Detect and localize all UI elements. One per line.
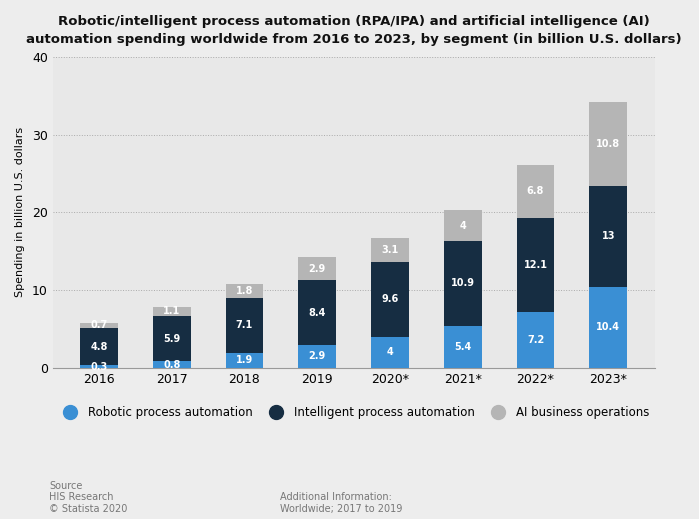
- Title: Robotic/intelligent process automation (RPA/IPA) and artificial intelligence (AI: Robotic/intelligent process automation (…: [26, 15, 682, 46]
- Text: 4: 4: [459, 221, 466, 230]
- Bar: [517, 218, 554, 312]
- Text: 5.4: 5.4: [454, 342, 471, 352]
- Bar: [80, 365, 118, 367]
- Legend: Robotic process automation, Intelligent process automation, AI business operatio: Robotic process automation, Intelligent …: [53, 402, 654, 424]
- Bar: [444, 210, 482, 241]
- Text: 0.3: 0.3: [90, 362, 108, 372]
- Text: 10.9: 10.9: [451, 278, 475, 289]
- Bar: [444, 241, 482, 326]
- Text: 4: 4: [387, 347, 394, 357]
- Text: 1.1: 1.1: [163, 306, 180, 317]
- Bar: [298, 345, 336, 367]
- Text: 0.7: 0.7: [90, 320, 108, 331]
- Text: 9.6: 9.6: [382, 294, 398, 304]
- Bar: [444, 326, 482, 367]
- Bar: [371, 337, 409, 367]
- Bar: [226, 298, 264, 353]
- Bar: [298, 257, 336, 280]
- Bar: [80, 328, 118, 365]
- Bar: [517, 312, 554, 367]
- Text: 6.8: 6.8: [527, 186, 545, 196]
- Bar: [153, 307, 191, 316]
- Bar: [517, 165, 554, 218]
- Text: 7.2: 7.2: [527, 335, 544, 345]
- Text: 8.4: 8.4: [308, 308, 326, 318]
- Bar: [589, 186, 627, 287]
- Text: 1.8: 1.8: [236, 286, 253, 296]
- Text: 0.8: 0.8: [163, 360, 180, 370]
- Bar: [589, 287, 627, 367]
- Text: 13: 13: [602, 231, 615, 241]
- Bar: [153, 316, 191, 361]
- Bar: [371, 238, 409, 262]
- Bar: [80, 323, 118, 328]
- Text: 3.1: 3.1: [382, 245, 398, 255]
- Text: 4.8: 4.8: [90, 342, 108, 352]
- Text: Additional Information:
Worldwide; 2017 to 2019: Additional Information: Worldwide; 2017 …: [280, 492, 402, 514]
- Text: 1.9: 1.9: [236, 356, 253, 365]
- Text: 2.9: 2.9: [309, 264, 326, 274]
- Text: Source
HIS Research
© Statista 2020: Source HIS Research © Statista 2020: [49, 481, 127, 514]
- Bar: [371, 262, 409, 337]
- Bar: [153, 361, 191, 367]
- Text: 10.8: 10.8: [596, 139, 620, 149]
- Text: 5.9: 5.9: [163, 334, 180, 344]
- Y-axis label: Spending in billion U.S. dollars: Spending in billion U.S. dollars: [15, 127, 25, 297]
- Text: 2.9: 2.9: [309, 351, 326, 361]
- Text: 12.1: 12.1: [524, 260, 547, 270]
- Bar: [589, 102, 627, 186]
- Bar: [298, 280, 336, 345]
- Bar: [226, 353, 264, 367]
- Text: 10.4: 10.4: [596, 322, 620, 332]
- Bar: [226, 284, 264, 298]
- Text: 7.1: 7.1: [236, 320, 253, 331]
